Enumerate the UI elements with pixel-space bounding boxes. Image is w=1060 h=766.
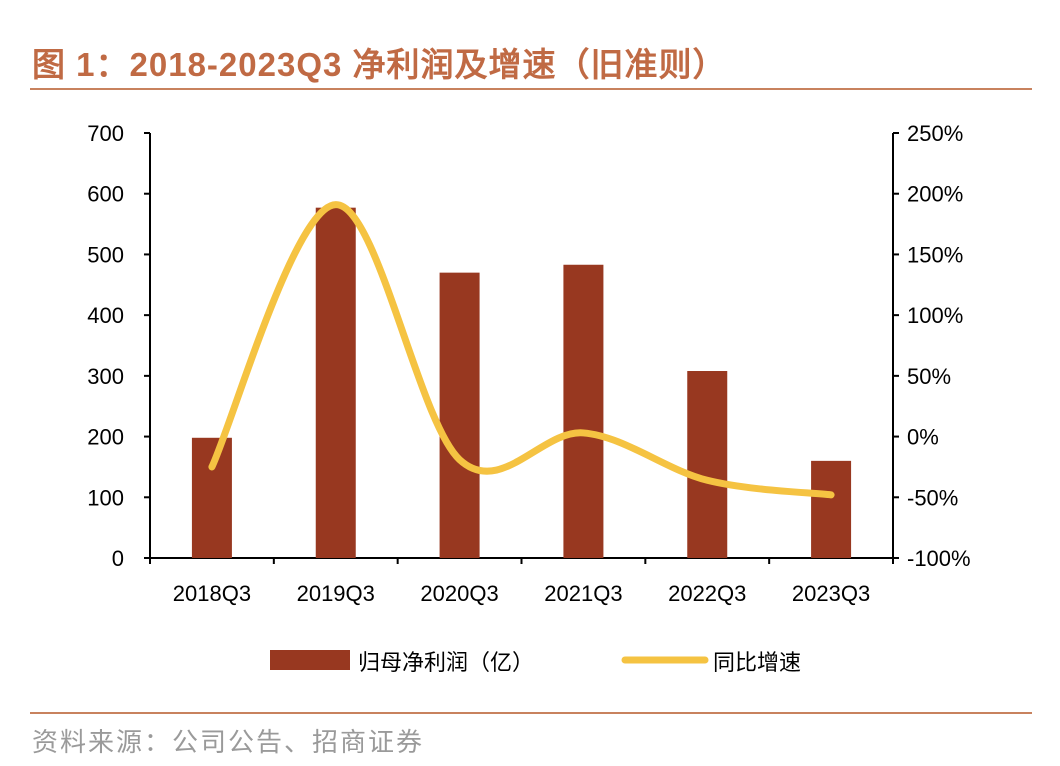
x-tick-label: 2021Q3: [544, 581, 622, 606]
legend-bar-label: 归母净利润（亿）: [358, 650, 534, 675]
bar-2021Q3: [563, 264, 604, 558]
right-tick-label: 0%: [907, 425, 939, 450]
bar-2020Q3: [439, 272, 480, 558]
right-tick-label: 150%: [907, 242, 963, 267]
right-tick-label: 250%: [907, 121, 963, 146]
left-tick-label: 600: [87, 182, 124, 207]
right-tick-label: -100%: [907, 546, 971, 571]
left-tick-label: 100: [87, 485, 124, 510]
right-tick-label: -50%: [907, 485, 958, 510]
left-tick-label: 500: [87, 242, 124, 267]
legend-bar-swatch: [270, 650, 350, 670]
legend-line-label: 同比增速: [713, 650, 801, 675]
x-tick-label: 2022Q3: [668, 581, 746, 606]
bar-2019Q3: [315, 207, 356, 558]
right-tick-label: 100%: [907, 303, 963, 328]
bar-2023Q3: [811, 460, 852, 558]
bar-2022Q3: [687, 371, 728, 558]
title-divider: [30, 88, 1032, 90]
left-tick-label: 700: [87, 121, 124, 146]
x-tick-label: 2020Q3: [420, 581, 498, 606]
growth-line: [208, 201, 835, 499]
left-tick-label: 0: [112, 546, 124, 571]
bar-2018Q3: [191, 437, 232, 558]
source-divider: [30, 712, 1032, 714]
chart-title: 图 1：2018-2023Q3 净利润及增速（旧准则）: [32, 46, 727, 83]
left-tick-label: 300: [87, 364, 124, 389]
right-tick-label: 50%: [907, 364, 951, 389]
source-note: 资料来源：公司公告、招商证券: [32, 728, 425, 758]
left-tick-label: 200: [87, 425, 124, 450]
right-tick-label: 200%: [907, 182, 963, 207]
x-tick-label: 2018Q3: [173, 581, 251, 606]
x-tick-label: 2019Q3: [297, 581, 375, 606]
x-tick-label: 2023Q3: [792, 581, 870, 606]
left-tick-label: 400: [87, 303, 124, 328]
